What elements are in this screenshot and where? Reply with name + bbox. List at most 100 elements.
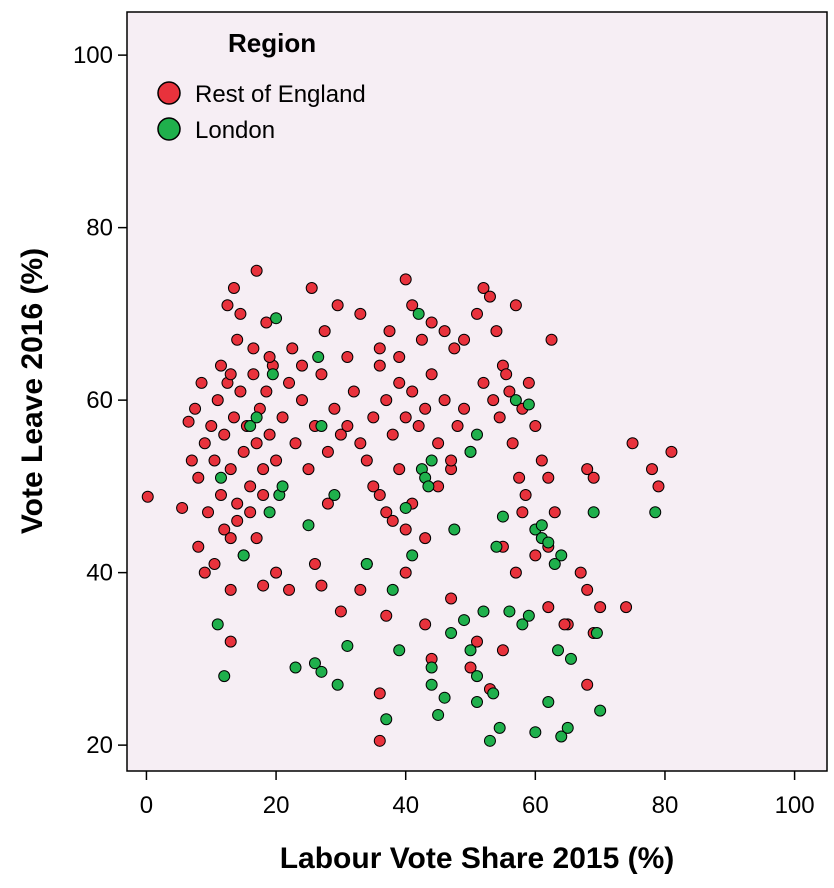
x-tick-label: 0 (140, 792, 153, 819)
point-rest-of-england (367, 411, 380, 424)
point-london (214, 471, 227, 484)
point-rest-of-england (331, 299, 344, 312)
point-rest-of-england (412, 420, 425, 432)
point-london (487, 687, 500, 700)
point-rest-of-england (224, 635, 237, 648)
point-rest-of-england (182, 415, 195, 428)
point-rest-of-england (286, 342, 299, 355)
point-rest-of-england (406, 385, 419, 398)
point-london (445, 627, 458, 639)
point-rest-of-england (477, 376, 490, 389)
point-rest-of-england (386, 514, 399, 527)
point-rest-of-england (283, 583, 296, 596)
point-london (312, 351, 325, 363)
point-london (425, 661, 438, 674)
point-rest-of-england (587, 471, 600, 484)
point-london (464, 644, 477, 657)
data-points (141, 264, 678, 747)
point-london (302, 519, 315, 532)
point-london (542, 696, 555, 708)
point-rest-of-england (141, 490, 154, 503)
point-london (503, 605, 516, 618)
point-rest-of-england (234, 307, 247, 320)
point-london (564, 652, 577, 665)
point-london (471, 670, 483, 683)
legend: Region Rest of England London (157, 28, 366, 144)
point-rest-of-england (270, 454, 283, 467)
point-rest-of-england (360, 454, 373, 467)
point-london (380, 713, 393, 726)
point-rest-of-england (386, 428, 399, 441)
point-london (341, 639, 354, 652)
point-rest-of-england (214, 489, 227, 501)
legend-marker-rest-of-england (157, 81, 181, 105)
point-rest-of-england (354, 307, 367, 320)
point-rest-of-england (419, 532, 432, 545)
point-london (496, 510, 509, 523)
point-rest-of-england (224, 583, 237, 596)
point-london (266, 368, 279, 381)
point-rest-of-england (302, 463, 315, 476)
point-rest-of-england (419, 402, 432, 415)
point-london (211, 618, 224, 631)
point-rest-of-england (227, 282, 240, 294)
point-rest-of-england (445, 592, 458, 605)
point-london (263, 506, 276, 519)
point-london (308, 657, 321, 670)
point-rest-of-england (231, 333, 244, 346)
point-rest-of-england (399, 411, 412, 424)
point-rest-of-england (393, 351, 406, 363)
point-rest-of-england (250, 264, 263, 277)
point-rest-of-england (471, 635, 483, 648)
point-rest-of-england (558, 618, 571, 631)
point-rest-of-england (406, 299, 419, 312)
point-london (483, 734, 496, 747)
point-london (548, 558, 561, 570)
point-rest-of-england (257, 579, 270, 592)
point-london (218, 670, 231, 683)
point-rest-of-england (581, 583, 594, 596)
point-london (425, 454, 438, 467)
point-rest-of-england (315, 368, 328, 381)
point-rest-of-england (192, 540, 205, 553)
legend-title: Region (228, 28, 316, 58)
x-tick-label: 80 (652, 792, 679, 819)
point-rest-of-england (529, 420, 542, 432)
point-london (237, 549, 250, 562)
point-rest-of-england (208, 454, 221, 467)
point-london (516, 618, 529, 631)
point-london (522, 398, 535, 411)
point-london (561, 721, 574, 734)
point-rest-of-england (296, 359, 308, 372)
point-rest-of-england (250, 437, 263, 450)
point-rest-of-england (270, 566, 283, 579)
point-rest-of-england (594, 601, 607, 614)
point-rest-of-england (224, 463, 237, 476)
y-tick-label: 40 (86, 560, 113, 587)
point-rest-of-england (451, 420, 464, 432)
point-rest-of-england (425, 316, 438, 329)
x-tick-label: 60 (522, 792, 549, 819)
point-london (471, 428, 483, 441)
legend-marker-london (157, 117, 181, 141)
y-tick-label: 20 (86, 732, 113, 759)
point-rest-of-england (519, 489, 532, 501)
point-rest-of-england (367, 480, 380, 493)
point-rest-of-england (506, 437, 519, 450)
point-rest-of-england (247, 342, 260, 355)
legend-label-rest-of-england: Rest of England (195, 81, 366, 108)
point-rest-of-england (347, 385, 360, 398)
point-rest-of-england (205, 420, 218, 432)
point-rest-of-england (315, 579, 328, 592)
point-london (471, 696, 483, 708)
point-rest-of-england (195, 376, 208, 389)
point-rest-of-england (503, 385, 516, 398)
point-rest-of-england (176, 501, 189, 514)
point-rest-of-england (289, 437, 302, 450)
x-tick-label: 100 (775, 792, 815, 819)
point-rest-of-england (354, 583, 367, 596)
y-tick-label: 100 (73, 42, 113, 69)
point-london (649, 506, 662, 519)
point-rest-of-england (542, 471, 555, 484)
point-rest-of-england (341, 351, 354, 363)
